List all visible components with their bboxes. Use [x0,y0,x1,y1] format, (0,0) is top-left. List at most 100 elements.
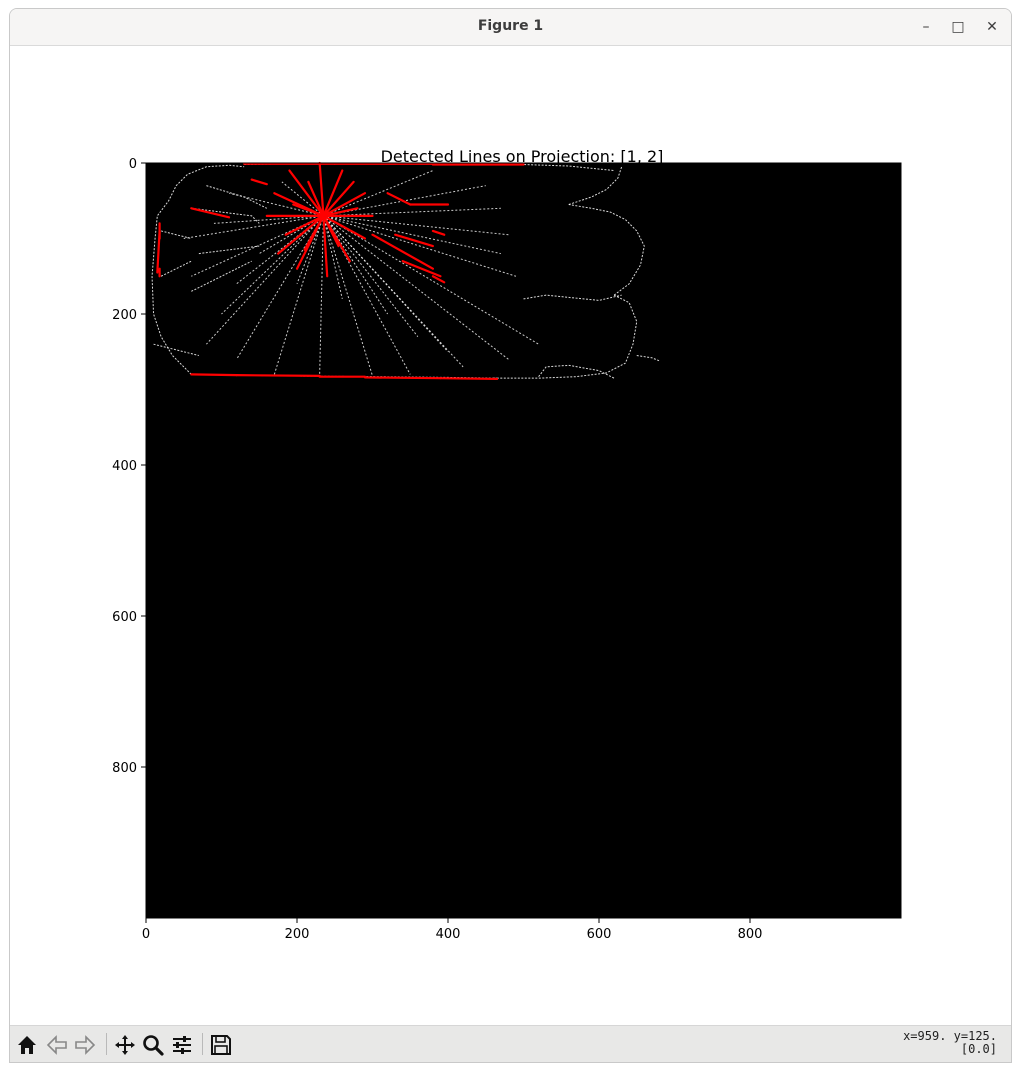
edge-ray [183,215,324,239]
configure-subplots-button[interactable] [169,1032,195,1058]
home-button[interactable] [14,1032,40,1058]
forward-button[interactable] [72,1032,98,1058]
axes-frame [145,162,902,919]
edge-ray [323,215,389,315]
edge-ray [323,215,449,353]
detected-line [322,214,367,240]
edge-ray [206,215,324,345]
cursor-value-readout: [0.0] [960,1042,997,1056]
edge-contour [151,164,245,375]
edge-ray [323,215,509,360]
edge-contour [198,245,260,255]
y-tick-label: 800 [112,761,137,776]
detected-line [190,207,231,219]
title-bar: Figure 1 – □ ✕ [10,9,1011,46]
y-tick-label: 600 [112,610,137,625]
detected-line [322,180,355,217]
detected-line [371,233,434,270]
edge-contour [538,364,615,379]
detected-line [363,376,442,380]
edge-ray [323,215,517,277]
minimize-icon: – [922,19,930,35]
maximize-button[interactable]: □ [946,15,970,39]
edge-contour [636,355,660,362]
detected-line [307,180,325,217]
window-title: Figure 1 [477,18,544,34]
detected-line [322,214,329,278]
detected-line [277,214,325,255]
edge-contour [493,294,638,379]
y-tick-label: 400 [112,459,137,474]
detected-line [303,214,325,251]
toolbar-separator [106,1033,107,1055]
edge-contour [160,230,192,239]
edge-contour [523,294,622,301]
detected-line [322,214,340,248]
back-arrow-icon [46,1035,67,1055]
edge-ray [281,181,324,217]
close-button[interactable]: ✕ [980,15,1004,39]
close-icon: ✕ [986,19,998,35]
detected-line [431,229,446,236]
toolbar-separator [202,1033,203,1055]
sliders-icon [173,1036,191,1054]
zoom-button[interactable] [140,1032,166,1058]
detected-line [250,178,268,186]
x-tick-label: 600 [587,927,612,942]
cursor-coordinates: x=959. y=125. [0.0] [903,1030,997,1056]
navigation-toolbar: x=959. y=125. [0.0] [10,1025,1011,1062]
pan-move-icon [115,1035,135,1055]
detected-line [431,275,446,284]
edge-contour [568,204,645,296]
edge-ray [221,215,324,315]
x-tick-label: 800 [738,927,763,942]
figure-canvas[interactable]: Detected Lines on Projection: [1, 2] 0 20… [10,46,1011,1025]
detected-line [322,192,367,217]
x-tick-label: 200 [285,927,310,942]
detected-line [401,260,442,278]
detected-line [439,377,499,381]
back-button[interactable] [44,1032,70,1058]
home-icon [18,1036,36,1054]
detected-line [284,214,325,236]
detected-line [318,161,325,217]
y-tick-label: 0 [129,157,137,172]
maximize-icon: □ [951,19,965,35]
edge-ray [323,215,419,337]
forward-arrow-icon [75,1035,96,1055]
minimize-button[interactable]: – [914,15,938,39]
detected-line [292,203,325,217]
chart-title: Detected Lines on Projection: [1, 2] [381,147,664,166]
save-button[interactable] [208,1032,234,1058]
detected-line [394,233,434,248]
image-background [146,163,901,918]
pan-button[interactable] [112,1032,138,1058]
edge-ray [323,215,539,345]
edge-contour [191,260,252,292]
cursor-position-readout: x=959. y=125. [903,1029,997,1043]
detected-line [386,192,412,206]
detected-line [156,229,161,274]
zoom-magnifier-icon [143,1035,164,1056]
edge-contour [191,207,260,224]
edge-contour [568,166,623,205]
figure-window: Figure 1 – □ ✕ Detected Lines on Project… [9,8,1012,1063]
save-floppy-icon [211,1035,231,1055]
edge-ray [228,192,324,217]
edge-ray [323,215,509,236]
y-tick-label: 200 [112,308,137,323]
edge-ray [323,207,501,217]
edge-ray [323,185,486,217]
detected-line [190,373,238,377]
edge-ray [296,215,324,284]
detected-line [235,374,321,378]
x-tick-label: 0 [142,927,150,942]
detected-line [288,169,325,217]
detected-line [322,169,344,217]
x-tick-label: 400 [436,927,461,942]
edge-contour [160,260,192,277]
detected-line [322,207,359,217]
plot-svg[interactable]: Detected Lines on Projection: [1, 2] 0 20… [10,46,1011,1025]
edge-ray [319,215,324,375]
edge-contour [153,343,199,357]
